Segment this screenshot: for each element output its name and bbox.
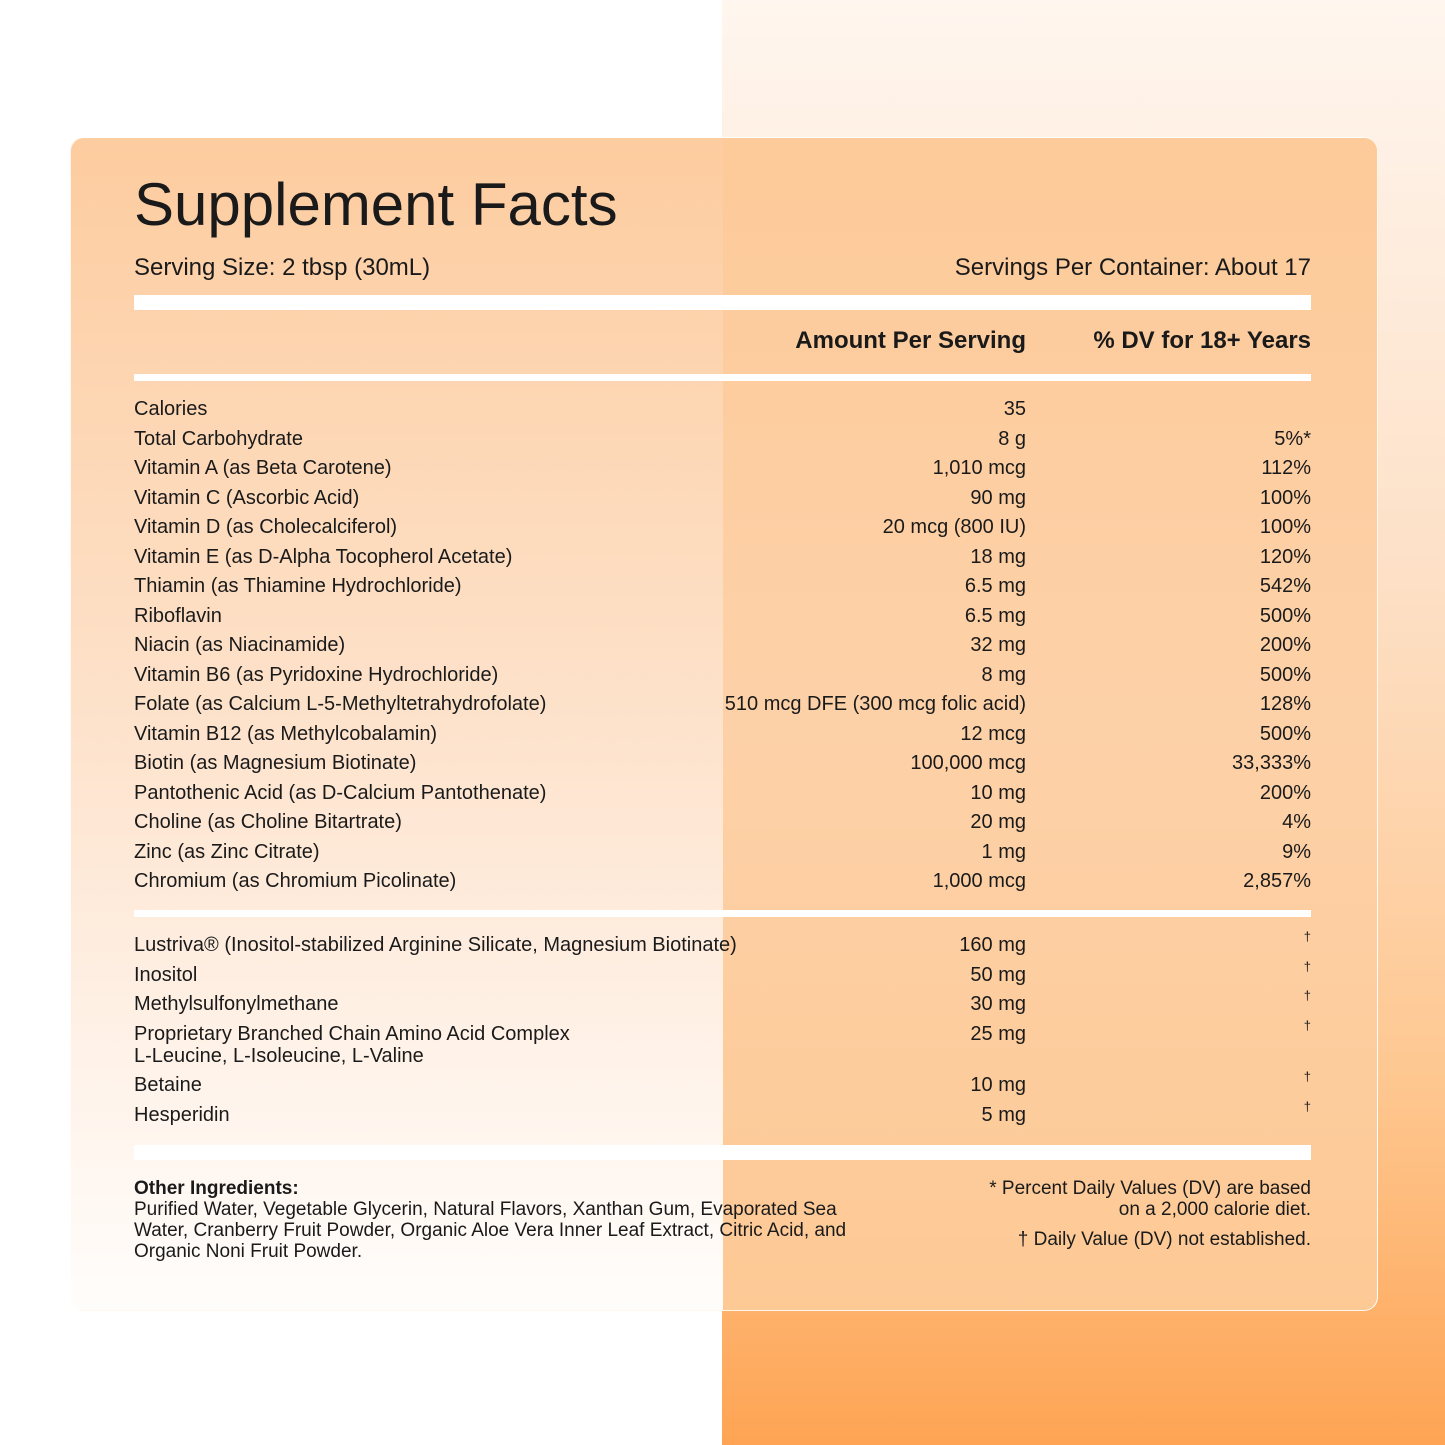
amount: 18 mg [970,545,1026,568]
amount: 160 mg [959,934,1026,956]
amount: 12 mcg [960,722,1026,745]
nutrient-name: Total Carbohydrate [134,427,303,450]
daily-value: † [1303,1098,1311,1114]
amount: 5 mg [981,1103,1026,1126]
nutrient-name: Inositol [134,963,198,986]
divider [134,295,1311,310]
card [70,137,1378,1311]
daily-value: 100% [1259,516,1311,538]
amount: 8 g [998,427,1026,450]
divider [134,910,1311,917]
daily-value: † [1303,929,1311,944]
daily-value: 112% [1261,457,1311,479]
amount: 6.5 mg [964,575,1026,597]
other-ingredients-label: Other Ingredients: [134,1178,299,1199]
nutrient-name: Proprietary Branched Chain Amino Acid Co… [134,1022,570,1045]
nutrient-name: Vitamin A (as Beta Carotene) [134,457,392,479]
title: Supplement Facts [134,171,618,238]
nutrient-name: Betaine [134,1074,202,1096]
daily-value: 542% [1259,575,1311,597]
card-shade [723,138,1377,1310]
amount: 1 mg [981,840,1026,863]
daily-value: 500% [1259,722,1311,745]
nutrient-name: Vitamin B12 (as Methylcobalamin) [134,722,438,745]
amount: 25 mg [970,1022,1026,1045]
nutrient-name: Vitamin B6 (as Pyridoxine Hydrochloride) [134,663,499,686]
nutrient-name: Thiamin (as Thiamine Hydrochloride) [134,575,462,597]
daily-value: † [1303,958,1311,974]
divider [134,374,1311,381]
servings-per-container: Servings Per Container: About 17 [954,254,1311,281]
daily-value: 200% [1259,781,1311,804]
daily-value: 100% [1259,486,1311,509]
nutrient-name: Hesperidin [134,1103,230,1126]
footnote: * Percent Daily Values (DV) are based on… [989,1178,1311,1220]
amount: 35 [1003,398,1026,420]
nutrient-name: Vitamin C (Ascorbic Acid) [134,486,360,509]
amount: 30 mg [970,993,1026,1015]
nutrient-name: Zinc (as Zinc Citrate) [134,840,320,863]
column-header: % DV for 18+ Years [1093,327,1311,354]
serving-size: Serving Size: 2 tbsp (30mL) [134,254,431,281]
amount: 10 mg [970,781,1026,804]
nutrient-name: Niacin (as Niacinamide) [134,634,346,656]
amount: 20 mcg (800 IU) [882,516,1026,538]
daily-value: 4% [1282,811,1311,833]
daily-value: † [1303,1069,1311,1084]
daily-value: † [1303,988,1311,1003]
column-header: Amount Per Serving [795,327,1026,354]
amount: 8 mg [981,663,1026,686]
daily-value: 9% [1282,840,1311,863]
daily-value: 33,333% [1232,752,1311,774]
daily-value: 200% [1259,634,1311,656]
nutrient-name: Biotin (as Magnesium Biotinate) [134,752,417,774]
daily-value: 500% [1259,663,1311,686]
amount: 1,010 mcg [932,457,1026,479]
nutrient-name: Chromium (as Chromium Picolinate) [134,870,457,892]
footnote: † Daily Value (DV) not established. [1017,1229,1311,1250]
nutrient-name: Riboflavin [134,604,222,627]
amount: 6.5 mg [964,604,1026,627]
daily-value: 5%* [1274,427,1311,450]
amount: 32 mg [970,634,1026,656]
amount: 100,000 mcg [910,752,1026,774]
nutrient-name: Pantothenic Acid (as D-Calcium Pantothen… [134,781,547,804]
nutrient-name: Folate (as Calcium L-5-Methyltetrahydrof… [134,693,547,715]
amount: 10 mg [970,1074,1026,1096]
nutrient-name: Vitamin D (as Cholecalciferol) [134,516,398,538]
amount: 50 mg [970,963,1026,986]
nutrient-name: Lustriva® (Inositol-stabilized Arginine … [134,934,737,956]
other-ingredients: Purified Water, Vegetable Glycerin, Natu… [134,1199,847,1262]
nutrient-name: Calories [134,398,208,420]
amount: 20 mg [970,811,1026,833]
daily-value: 2,857% [1243,870,1311,892]
daily-value: 120% [1259,545,1311,568]
nutrient-sub: L-Leucine, L-Isoleucine, L-Valine [134,1044,424,1067]
divider [134,1145,1311,1160]
amount: 510 mcg DFE (300 mcg folic acid) [724,693,1026,715]
nutrient-name: Vitamin E (as D-Alpha Tocopherol Acetate… [134,545,513,568]
amount: 1,000 mcg [932,870,1026,892]
nutrient-name: Choline (as Choline Bitartrate) [134,811,402,833]
daily-value: 128% [1259,693,1311,715]
daily-value: 500% [1259,604,1311,627]
daily-value: † [1303,1017,1311,1033]
nutrient-name: Methylsulfonylmethane [134,993,339,1015]
amount: 90 mg [970,486,1026,509]
